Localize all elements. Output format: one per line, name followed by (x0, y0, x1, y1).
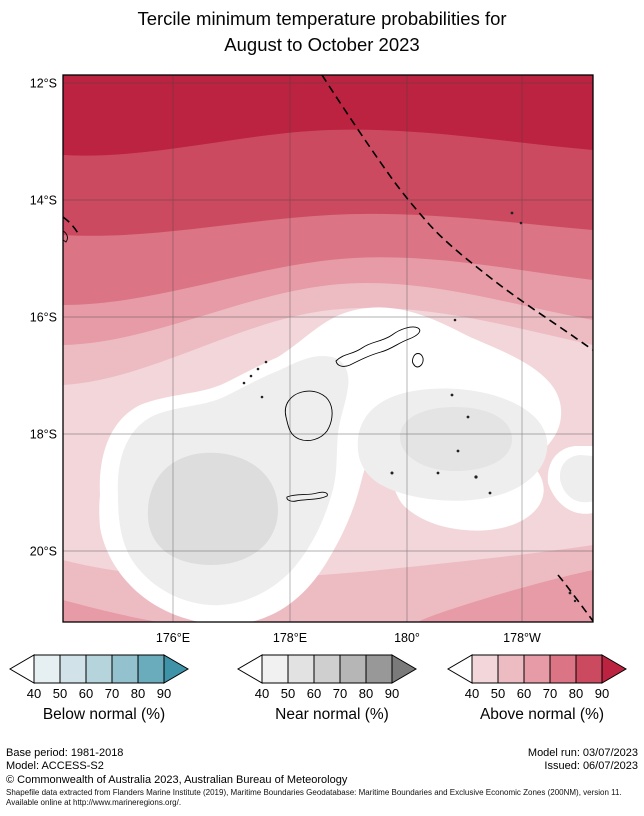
colorbar-cell (339, 654, 367, 684)
colorbar-cell (59, 654, 87, 684)
colorbar-left-arrow (237, 654, 263, 684)
colorbar-tick: 60 (307, 686, 321, 700)
colorbar-tick: 40 (255, 686, 269, 700)
colorbar-cell (575, 654, 603, 684)
colorbar-cell (365, 654, 393, 684)
issued-text: Issued: 06/07/2023 (544, 760, 638, 772)
colorbar-tick: 90 (595, 686, 609, 700)
shapefile-attribution-text: Shapefile data extracted from Flanders M… (6, 788, 622, 807)
near-normal-core-west (147, 452, 278, 565)
eez-boundary-west (63, 216, 80, 236)
latitude-labels: 12°S 14°S 16°S 18°S 20°S (30, 77, 57, 559)
above-normal-colorbar: 40 50 60 70 80 90 (447, 654, 627, 701)
probability-field (63, 75, 593, 622)
title-line2: August to October 2023 (224, 34, 420, 55)
colorbar-cell (85, 654, 113, 684)
band-90-plus (63, 75, 593, 156)
colorbar-cell (549, 654, 577, 684)
colorbar-tick: 70 (543, 686, 557, 700)
colorbar-tick: 90 (385, 686, 399, 700)
legend-below-normal: 40 50 60 70 80 90 Below normal (%) (6, 652, 202, 724)
colorbar-cell (313, 654, 341, 684)
colorbar-right-arrow (163, 654, 189, 684)
colorbar-cell (287, 654, 315, 684)
colorbar-right-arrow (601, 654, 627, 684)
coastlines (63, 211, 577, 603)
legend-label-near: Near normal (%) (275, 706, 389, 723)
lat-tick: 20°S (30, 545, 57, 559)
lon-tick: 176°E (156, 631, 190, 645)
small-islands (242, 211, 577, 603)
title-line1: Tercile minimum temperature probabilitie… (137, 8, 507, 29)
colorbar-tick: 80 (131, 686, 145, 700)
legend-above-normal: 40 50 60 70 80 90 Above normal (%) (444, 652, 640, 724)
colorbar-left-arrow (9, 654, 35, 684)
probability-map: 12°S 14°S 16°S 18°S 20°S 176°E 178°E 180… (30, 74, 594, 645)
vanua-levu-coastline (335, 326, 421, 367)
legend-label-below: Below normal (%) (42, 706, 166, 723)
colorbar-tick: 60 (517, 686, 531, 700)
colorbar-left-arrow (447, 654, 473, 684)
coastal-sliver-west (63, 230, 68, 243)
colorbar-cell (137, 654, 165, 684)
lon-tick: 178°E (273, 631, 307, 645)
colorbar-tick: 80 (359, 686, 373, 700)
lon-tick: 178°W (503, 631, 541, 645)
legend-near-normal: 40 50 60 70 80 90 Near normal (%) (234, 652, 430, 724)
colorbar-tick: 40 (465, 686, 479, 700)
lat-tick: 14°S (30, 194, 57, 208)
kadavu-coastline (286, 491, 328, 502)
copyright-text: © Commonwealth of Australia 2023, Austra… (6, 774, 348, 786)
below-normal-colorbar: 40 50 60 70 80 90 (9, 654, 189, 701)
colorbar-tick: 60 (79, 686, 93, 700)
model-text: Model: ACCESS-S2 (6, 760, 104, 772)
colorbar-tick: 50 (281, 686, 295, 700)
colorbar-cell (497, 654, 525, 684)
viti-levu-coastline (284, 390, 333, 442)
near-normal-region-far-east (559, 455, 593, 503)
taveuni-coastline (411, 353, 424, 368)
eez-boundary-southeast (557, 574, 593, 622)
colorbar-cell (261, 654, 289, 684)
band-south-60-left (63, 600, 158, 622)
colorbar-tick: 70 (105, 686, 119, 700)
lat-tick: 18°S (30, 428, 57, 442)
colorbar-tick: 70 (333, 686, 347, 700)
eez-boundary-main (321, 75, 593, 351)
colorbar-cell (523, 654, 551, 684)
colorbar-tick: 50 (491, 686, 505, 700)
lat-tick: 16°S (30, 311, 57, 325)
colorbar-tick: 40 (27, 686, 41, 700)
near-normal-core-east (400, 407, 512, 471)
colorbar-tick: 90 (157, 686, 171, 700)
map-border (62, 74, 594, 623)
base-period-text: Base period: 1981-2018 (6, 747, 124, 759)
colorbar-right-arrow (391, 654, 417, 684)
colorbar-cell (33, 654, 61, 684)
lat-tick: 12°S (30, 77, 57, 91)
band-south-60-right (418, 570, 593, 622)
eez-boundary (63, 75, 593, 622)
colorbar-cell (471, 654, 499, 684)
page-title: Tercile minimum temperature probabilitie… (0, 6, 644, 58)
colorbar-tick: 80 (569, 686, 583, 700)
longitude-labels: 176°E 178°E 180° 178°W (156, 631, 541, 645)
colorbar-tick: 50 (53, 686, 67, 700)
colorbar-cell (111, 654, 139, 684)
near-normal-colorbar: 40 50 60 70 80 90 (237, 654, 417, 701)
lon-tick: 180° (394, 631, 420, 645)
legend-label-above: Above normal (%) (479, 706, 605, 723)
graticule (63, 75, 593, 622)
model-run-text: Model run: 03/07/2023 (527, 747, 638, 759)
